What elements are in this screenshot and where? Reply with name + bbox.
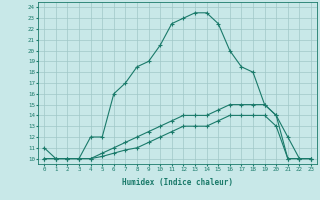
X-axis label: Humidex (Indice chaleur): Humidex (Indice chaleur)	[122, 178, 233, 187]
